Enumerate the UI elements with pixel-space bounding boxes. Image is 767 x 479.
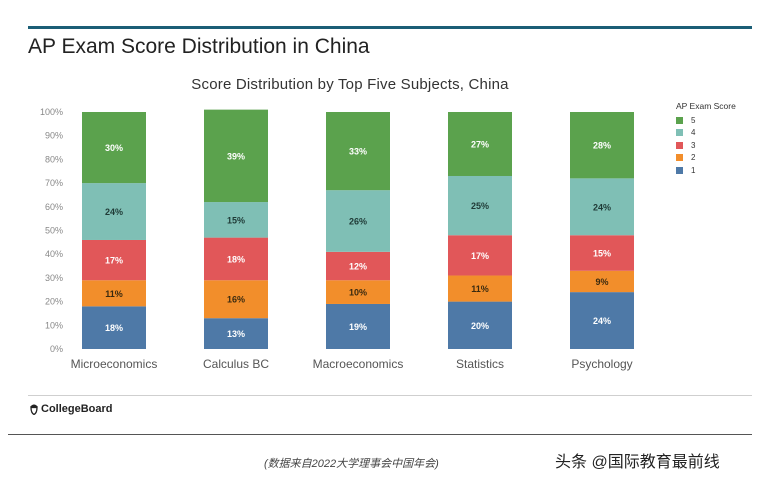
bar-segment xyxy=(448,112,512,176)
data-label: 30% xyxy=(105,143,123,153)
bar-segment xyxy=(326,280,390,304)
legend-swatch-2 xyxy=(676,154,683,162)
bar-segment xyxy=(82,280,146,307)
data-label: 10% xyxy=(349,288,367,298)
bar-segment xyxy=(448,235,512,276)
x-category-label: Statistics xyxy=(456,357,504,371)
data-label: 12% xyxy=(349,262,367,272)
y-tick-label: 60% xyxy=(45,202,63,212)
bar-segment xyxy=(326,112,390,191)
data-label: 11% xyxy=(471,284,489,294)
data-label: 17% xyxy=(471,251,489,261)
bar-segment xyxy=(82,306,146,349)
data-label: 24% xyxy=(593,202,611,212)
data-label: 25% xyxy=(471,201,489,211)
y-tick-label: 80% xyxy=(45,154,63,164)
x-category-label: Microeconomics xyxy=(71,357,158,371)
bar-segment xyxy=(570,178,634,236)
y-tick-label: 30% xyxy=(45,273,63,283)
bar-segment xyxy=(570,292,634,349)
bar-segment xyxy=(204,318,268,349)
bar-segment xyxy=(326,251,390,281)
legend-item-3: 3 xyxy=(676,139,736,152)
legend-item-4: 4 xyxy=(676,127,736,140)
acorn-icon xyxy=(30,404,38,415)
chart-title: Score Distribution by Top Five Subjects,… xyxy=(191,76,509,93)
data-label: 24% xyxy=(593,316,611,326)
legend-label-1: 1 xyxy=(691,165,696,175)
header-rule xyxy=(28,26,752,29)
data-label: 27% xyxy=(471,139,489,149)
x-category-label: Macroeconomics xyxy=(313,357,404,371)
x-category-label: Calculus BC xyxy=(203,357,269,371)
legend-item-5: 5 xyxy=(676,114,736,127)
legend-label-3: 3 xyxy=(691,140,696,150)
data-label: 11% xyxy=(105,289,123,299)
data-label: 33% xyxy=(349,147,367,157)
y-tick-label: 100% xyxy=(40,107,63,117)
data-label: 18% xyxy=(105,323,123,333)
legend-item-1: 1 xyxy=(676,164,736,177)
bar-segment xyxy=(570,112,634,179)
data-label: 15% xyxy=(593,249,611,259)
data-label: 17% xyxy=(105,256,123,266)
data-label: 16% xyxy=(227,295,245,305)
legend-label-2: 2 xyxy=(691,153,696,163)
data-label: 20% xyxy=(471,321,489,331)
legend-swatch-1 xyxy=(676,166,683,174)
y-tick-label: 70% xyxy=(45,178,63,188)
data-label: 39% xyxy=(227,151,245,161)
bar-segment xyxy=(204,237,268,281)
y-tick-label: 10% xyxy=(45,320,63,330)
data-label: 26% xyxy=(349,217,367,227)
y-tick-label: 40% xyxy=(45,249,63,259)
bar-segment xyxy=(204,109,268,203)
bar-segment xyxy=(326,303,390,349)
legend-item-2: 2 xyxy=(676,152,736,165)
y-tick-label: 0% xyxy=(50,344,63,354)
collegeboard-logo: CollegeBoard xyxy=(28,402,113,415)
bar-segment xyxy=(448,301,512,349)
data-label: 28% xyxy=(593,141,611,151)
article-divider xyxy=(8,434,752,435)
source-note: (数据来自2022大学理事会中国年会) xyxy=(264,458,439,470)
bar-segment xyxy=(570,235,634,271)
bar-segment xyxy=(570,270,634,293)
page-title: AP Exam Score Distribution in China xyxy=(28,35,370,58)
footer-rule xyxy=(28,395,752,396)
legend-swatch-3 xyxy=(676,141,683,149)
bar-segment xyxy=(82,112,146,184)
legend-title: AP Exam Score xyxy=(676,101,736,111)
legend-swatch-5 xyxy=(676,116,683,124)
watermark: 头条 @国际教育最前线 xyxy=(555,454,720,471)
legend-label-5: 5 xyxy=(691,115,696,125)
x-category-label: Psychology xyxy=(571,357,632,371)
data-label: 15% xyxy=(227,215,245,225)
legend-label-4: 4 xyxy=(691,128,696,138)
bar-segment xyxy=(204,202,268,238)
bar-segment xyxy=(448,275,512,302)
bar-segment xyxy=(82,183,146,240)
data-label: 13% xyxy=(227,329,245,339)
y-tick-label: 20% xyxy=(45,297,63,307)
bar-segment xyxy=(204,280,268,319)
data-label: 9% xyxy=(595,277,608,287)
data-label: 19% xyxy=(349,322,367,332)
logo-text: CollegeBoard xyxy=(41,402,113,415)
bar-segment xyxy=(82,239,146,281)
data-label: 18% xyxy=(227,254,245,264)
y-tick-label: 50% xyxy=(45,226,63,236)
y-tick-label: 90% xyxy=(45,131,63,141)
data-label: 24% xyxy=(105,207,123,217)
legend: AP Exam Score 5 4 3 2 1 xyxy=(676,101,736,177)
bar-segment xyxy=(448,175,512,236)
legend-swatch-4 xyxy=(676,129,683,137)
bar-segment xyxy=(326,190,390,252)
